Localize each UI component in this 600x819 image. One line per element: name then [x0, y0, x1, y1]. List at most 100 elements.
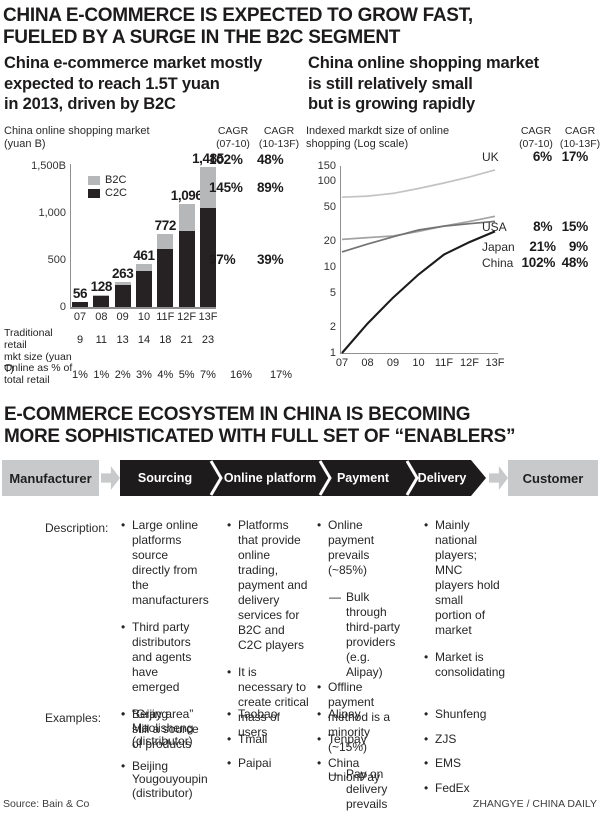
right-arrow-icon [101, 466, 120, 490]
line-y-axis-line [340, 166, 341, 354]
bullet-item: • Taobao [227, 707, 307, 722]
line-series-china [341, 230, 496, 354]
bar-segment-c2c [114, 285, 131, 307]
legend-swatch-icon [88, 188, 100, 198]
cagr-07-10-value: 102% [521, 255, 556, 270]
bullet-item: • Online payment prevails (~85%) [317, 518, 409, 578]
cagr-col-2-header: CAGR (10-13F) [258, 125, 300, 150]
legend-swatch-icon [88, 175, 100, 185]
description-col-delivery: • Mainly national players; MNC players ho… [424, 518, 506, 692]
examples-col-online-platform: • Taobao • Tmall • Paipai [227, 707, 307, 782]
line-series-uk [341, 169, 496, 199]
bullet-icon: • [121, 707, 126, 721]
bullet-icon: • [317, 731, 322, 746]
flow-step-payment: Payment [336, 471, 390, 485]
byline-credit: ZHANGYE / CHINA DAILY [472, 798, 597, 810]
bar-segment-b2c [199, 167, 216, 209]
bullet-icon: • [121, 758, 126, 773]
cagr-10-13f-value: 39% [257, 252, 284, 267]
stacked-bar [93, 294, 110, 307]
bullet-icon: • [121, 518, 126, 532]
sub-row-value: 2% [114, 369, 131, 381]
sub-bullet-text: Bulk through third-party providers (e.g.… [346, 590, 401, 679]
bullet-icon: • [424, 731, 429, 746]
x-tick-label: 09 [116, 311, 129, 323]
main-headline: CHINA E-COMMERCE IS EXPECTED TO GROW FAS… [3, 5, 473, 48]
bullet-text: Platforms that provide online trading, p… [238, 518, 308, 652]
dash-icon: — [329, 767, 341, 781]
line-series-plot [341, 169, 496, 354]
bullet-icon: • [424, 518, 429, 532]
bullet-item: • ZJS [424, 731, 504, 747]
bullet-text: China UnionPay [328, 756, 381, 784]
dash-icon: — [329, 590, 341, 604]
bullet-icon: • [227, 665, 232, 679]
x-tick-label: 13F [485, 357, 505, 369]
section2-headline: E-COMMERCE ECOSYSTEM IN CHINA IS BECOMIN… [4, 404, 516, 447]
line-x-axis-line [340, 353, 498, 354]
bullet-icon: • [121, 620, 126, 634]
bullet-text: Shunfeng [435, 707, 487, 721]
bar-value-label: 263 [111, 266, 134, 282]
cagr-07-10-value: 8% [533, 219, 553, 234]
y-tick-label: 20 [323, 235, 336, 248]
cagr-col-1-header: CAGR (07-10) [216, 125, 250, 150]
bar-value-label: 1,096 [170, 187, 203, 203]
cagr-07-10-value: 21% [529, 239, 556, 254]
bar-chart-subhead: China e-commerce market mostly expected … [4, 54, 263, 113]
bullet-text: EMS [435, 756, 462, 770]
examples-label: Examples: [45, 711, 102, 725]
y-tick-label: 150 [317, 160, 336, 172]
country-cagr-row: USA 8% 15% [482, 219, 588, 234]
sub-row-value: 1% [93, 369, 110, 381]
bullet-item: • Paipai [227, 756, 307, 771]
bullet-item: • China UnionPay [317, 756, 387, 784]
country-cagr-row: UK 6% 17% [482, 149, 588, 164]
bullet-icon: • [227, 707, 232, 721]
flow-step-delivery: Delivery [417, 471, 467, 485]
flow-manufacturer-box: Manufacturer [2, 460, 99, 496]
sub-row-value: 14 [137, 334, 151, 346]
bar-value-label: 56 [72, 285, 88, 301]
y-tick-label: 1,500B [31, 160, 66, 172]
description-col-online-platform: • Platforms that provide online trading, … [227, 518, 311, 752]
bullet-text: Offline payment method is a minority (~1… [328, 680, 391, 754]
examples-col-payment: • Alipay • Tenpay • China UnionPay [317, 707, 387, 795]
chevron-separator-icon [318, 460, 332, 496]
bar-segment-b2c [93, 294, 110, 297]
y-tick-label: 500 [47, 254, 66, 266]
bullet-icon: • [227, 518, 232, 532]
chevron-separator-icon [209, 460, 223, 496]
bullet-icon: • [424, 707, 429, 721]
x-tick-label: 07 [73, 311, 87, 323]
country-label: China [482, 256, 514, 270]
x-tick-label: 10 [137, 311, 151, 323]
bullet-text: Market is consolidating [435, 650, 506, 679]
bullet-item: • “Gray area” still a source of products [121, 707, 207, 752]
bullet-item: • FedEx [424, 781, 504, 796]
cagr-value-row: 102% 48% [209, 152, 291, 167]
sub-row-extra-value: 17% [269, 369, 293, 381]
y-tick-label: 2 [329, 321, 336, 334]
sub-row-value: 3% [136, 369, 152, 381]
right-arrow-icon [489, 466, 508, 490]
x-tick-label: 11F [156, 311, 175, 323]
line-cagr-headers: CAGR (07-10) CAGR (10-13F) [514, 125, 600, 150]
y-tick-label: 100 [317, 175, 336, 188]
source-credit: Source: Bain & Co [3, 798, 90, 810]
bullet-item: • It is necessary to create critical mass… [227, 665, 311, 740]
bar-segment-c2c [93, 296, 110, 307]
x-tick-label: 10 [412, 357, 425, 369]
examples-col-sourcing: • Beijing Maolisheng (distributor) • Beijin… [121, 707, 208, 811]
sub-row-value: 4% [157, 369, 174, 381]
cagr-10-13f-value: 48% [561, 255, 589, 270]
country-label: Japan [482, 240, 515, 254]
sub-bullet-item: — Pay on delivery prevails [329, 767, 409, 812]
y-tick-label: 1,000 [38, 207, 66, 219]
bar-segment-b2c [135, 263, 152, 271]
legend-item: C2C [88, 187, 127, 199]
bar-value-label: 461 [133, 247, 155, 263]
sub-row-value: 18 [159, 334, 172, 346]
bar-segment-b2c [157, 234, 174, 249]
